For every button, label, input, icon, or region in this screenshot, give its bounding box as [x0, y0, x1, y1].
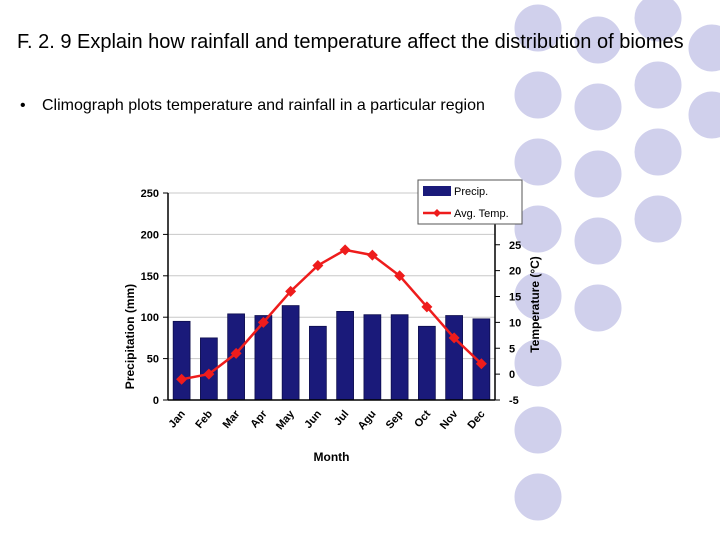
decorative-circle [571, 281, 625, 335]
decorative-circle [685, 21, 720, 75]
bullet-text: Climograph plots temperature and rainfal… [42, 97, 485, 114]
decorative-circle [511, 470, 565, 524]
temp-point [475, 358, 487, 370]
precip-bar [172, 320, 191, 401]
x-tick-label: Oct [412, 408, 433, 430]
decorative-circle [631, 0, 685, 45]
y2-axis-title: Temperature (°C) [528, 256, 542, 353]
legend-swatch-precip [423, 186, 451, 196]
decorative-circle [571, 13, 625, 67]
y2-tick-label: -5 [509, 395, 519, 407]
x-tick-label: Jan [167, 408, 189, 430]
x-tick-label: Feb [193, 408, 215, 431]
decorative-circle [571, 147, 625, 201]
temp-point [366, 249, 378, 261]
x-tick-label: Agu [356, 408, 379, 432]
x-tick-label: Dec [466, 408, 488, 431]
y2-tick-label: 0 [509, 369, 515, 381]
precip-bar [309, 325, 327, 401]
x-tick-label: May [274, 408, 298, 433]
legend-label-precip: Precip. [454, 186, 488, 198]
y-tick-label: 50 [147, 354, 159, 366]
x-axis-title: Month [314, 450, 350, 464]
bullet-point: • Climograph plots temperature and rainf… [20, 96, 485, 116]
decorative-circle [511, 135, 565, 189]
y2-tick-label: 15 [509, 292, 521, 304]
y-tick-label: 100 [141, 312, 159, 324]
y2-tick-label: 5 [509, 343, 515, 355]
slide-title: F. 2. 9 Explain how rainfall and tempera… [17, 31, 684, 53]
temp-point [203, 368, 215, 380]
y-tick-label: 250 [141, 188, 159, 200]
y2-tick-label: 25 [509, 240, 521, 252]
decorative-circle [511, 336, 565, 390]
temp-point [421, 301, 433, 313]
decorative-circle [571, 214, 625, 268]
precip-bar [363, 314, 382, 401]
temp-point [339, 244, 351, 256]
x-tick-label: Mar [221, 408, 243, 431]
decorative-circle [685, 88, 720, 142]
bullet-symbol: • [20, 97, 26, 114]
y2-tick-label: 20 [509, 266, 521, 278]
temp-line [181, 248, 483, 381]
y-tick-label: 200 [141, 229, 159, 241]
precip-bar [390, 314, 409, 401]
x-tick-label: Jul [332, 408, 351, 428]
legend-marker-temp [433, 209, 441, 217]
legend-label-temp: Avg. Temp. [454, 208, 509, 220]
temp-point [230, 347, 242, 359]
decorative-circle [511, 1, 565, 55]
decorative-circle [631, 125, 685, 179]
temp-point [312, 259, 324, 271]
x-tick-label: Sep [384, 408, 406, 431]
temp-point [448, 332, 460, 344]
precip-bar [336, 311, 354, 401]
plot-area [168, 193, 495, 400]
x-tick-label: Apr [248, 408, 270, 431]
decorative-circle [631, 192, 685, 246]
temp-point [257, 316, 269, 328]
y-axis-title: Precipitation (mm) [123, 284, 137, 389]
y2-tick-label: 10 [509, 317, 521, 329]
decorative-circle [511, 68, 565, 122]
decorative-circle [571, 80, 625, 134]
decorative-circle [511, 269, 565, 323]
temp-point [394, 270, 406, 282]
precip-bar [281, 305, 300, 401]
decorative-circle [511, 403, 565, 457]
temp-point [176, 373, 188, 385]
x-tick-label: Nov [438, 408, 461, 432]
x-tick-label: Jun [302, 408, 324, 431]
precip-bar [418, 325, 436, 401]
decorative-circle [511, 202, 565, 256]
temp-point [285, 285, 297, 297]
decorative-circle [631, 58, 685, 112]
y-tick-label: 0 [153, 395, 159, 407]
y-tick-label: 150 [141, 271, 159, 283]
precip-bar [445, 315, 463, 401]
